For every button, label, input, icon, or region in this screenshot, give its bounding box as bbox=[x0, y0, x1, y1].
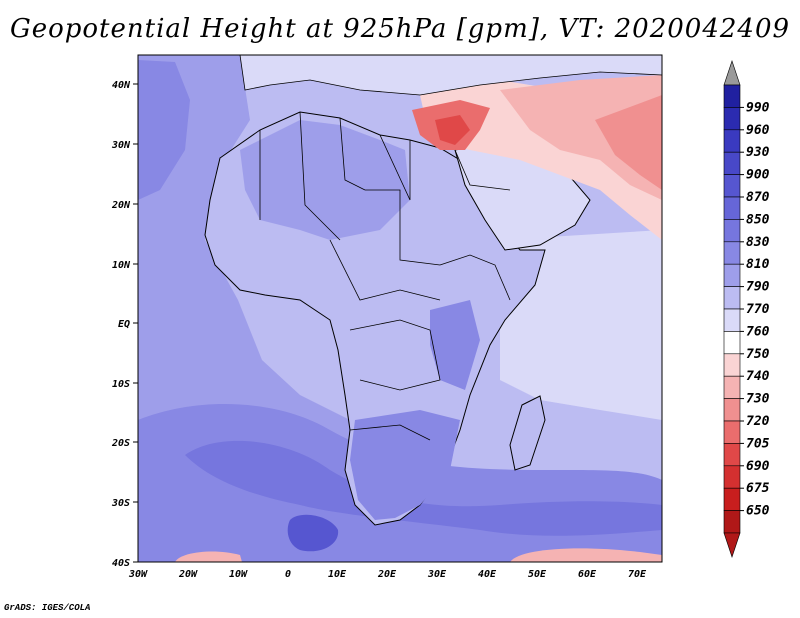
country-borders bbox=[259, 111, 511, 441]
colorbar-label: 990 bbox=[746, 100, 770, 115]
colorbar-label: 900 bbox=[746, 168, 770, 183]
colorbar-bottom-arrow bbox=[723, 532, 741, 558]
levant-core bbox=[435, 115, 470, 145]
colorbar: 990 960 930 900 870 850 830 810 790 770 760 750 740 7… bbox=[723, 60, 770, 558]
lon-label-60e: 60E bbox=[578, 569, 597, 580]
colorbar-swatch bbox=[723, 308, 741, 332]
lat-label-30s: 30S bbox=[111, 498, 130, 509]
colorbar-label: 705 bbox=[746, 436, 770, 451]
colorbar-swatch bbox=[723, 375, 741, 399]
colorbar-swatch bbox=[723, 84, 741, 108]
southern-africa-low bbox=[350, 410, 460, 520]
map-plot-area bbox=[138, 55, 662, 562]
colorbar-label: 830 bbox=[746, 235, 770, 250]
lon-label-70e: 70E bbox=[628, 569, 647, 580]
colorbar-top-arrow bbox=[723, 60, 741, 86]
lat-label-10n: 10N bbox=[112, 260, 131, 271]
sahara-interior bbox=[240, 120, 410, 240]
colorbar-swatch bbox=[723, 510, 741, 534]
colorbar-swatch bbox=[723, 465, 741, 489]
lat-label-30n: 30N bbox=[111, 140, 131, 151]
colorbar-swatch bbox=[723, 263, 741, 287]
polar-high-left bbox=[175, 551, 242, 562]
lat-label-40s: 40S bbox=[112, 558, 130, 569]
colorbar-label: 730 bbox=[746, 392, 770, 407]
colorbar-swatch bbox=[723, 219, 741, 243]
colorbar-swatch bbox=[723, 241, 741, 265]
map-frame bbox=[137, 54, 663, 563]
southern-low-center bbox=[287, 514, 339, 552]
colorbar-label: 690 bbox=[746, 459, 770, 474]
east-africa-highland bbox=[430, 300, 480, 390]
iran-highland bbox=[500, 75, 662, 200]
lat-label-10s: 10S bbox=[112, 379, 130, 390]
colorbar-swatch bbox=[723, 420, 741, 444]
lon-label-20w: 20W bbox=[178, 569, 198, 580]
colorbar-swatch bbox=[723, 174, 741, 198]
lon-label-30w: 30W bbox=[128, 569, 148, 580]
colorbar-label: 960 bbox=[746, 123, 770, 138]
polar-high-right bbox=[510, 548, 662, 562]
northwest-high bbox=[138, 60, 190, 200]
colorbar-label: 870 bbox=[746, 190, 770, 205]
colorbar-swatch bbox=[723, 129, 741, 153]
lon-label-20e: 20E bbox=[377, 569, 397, 580]
lon-label-50e: 50E bbox=[528, 569, 547, 580]
colorbar-label: 770 bbox=[746, 302, 770, 317]
colorbar-label: 790 bbox=[746, 280, 770, 295]
colorbar-label: 750 bbox=[746, 347, 770, 362]
colorbar-label: 650 bbox=[746, 504, 770, 519]
colorbar-label: 720 bbox=[746, 414, 770, 429]
himalaya-rim bbox=[595, 95, 662, 190]
southern-core bbox=[185, 440, 662, 536]
indian-ocean-field bbox=[500, 230, 662, 420]
colorbar-swatch bbox=[723, 398, 741, 422]
colorbar-swatch bbox=[723, 107, 741, 131]
credit-label: GrADS: IGES/COLA bbox=[4, 603, 91, 613]
colorbar-swatch bbox=[723, 331, 741, 355]
longitude-axis: 30W 20W 10W 0 10E 20E 30E 40E 50E 60E 70… bbox=[128, 569, 647, 580]
colorbar-swatch bbox=[723, 286, 741, 310]
colorbar-swatch bbox=[723, 487, 741, 511]
lon-label-30e: 30E bbox=[427, 569, 447, 580]
madagascar bbox=[509, 395, 546, 471]
colorbar-swatch bbox=[723, 443, 741, 467]
lon-label-10e: 10E bbox=[328, 569, 347, 580]
lon-label-10w: 10W bbox=[229, 569, 248, 580]
colorbar-label: 810 bbox=[746, 257, 770, 272]
colorbar-label: 760 bbox=[746, 324, 770, 339]
lon-label-0: 0 bbox=[285, 569, 291, 580]
lat-label-20n: 20N bbox=[111, 200, 131, 211]
map-title: Geopotential Height at 925hPa [gpm], VT:… bbox=[9, 14, 791, 44]
lat-label-20s: 20S bbox=[111, 438, 130, 449]
lat-label-eq: EQ bbox=[118, 319, 130, 330]
lat-label-40n: 40N bbox=[112, 80, 131, 91]
colorbar-label: 850 bbox=[746, 212, 770, 227]
colorbar-swatch bbox=[723, 151, 741, 175]
latitude-axis: 40N 30N 20N 10N EQ 10S 20S 30S 40S bbox=[111, 80, 138, 569]
colorbar-label: 930 bbox=[746, 145, 770, 160]
lon-label-40e: 40E bbox=[478, 569, 497, 580]
colorbar-label: 675 bbox=[746, 481, 770, 496]
europe-strip bbox=[239, 55, 662, 96]
colorbar-label: 740 bbox=[746, 369, 770, 384]
colorbar-swatch bbox=[723, 196, 741, 220]
colorbar-swatch bbox=[723, 353, 741, 377]
